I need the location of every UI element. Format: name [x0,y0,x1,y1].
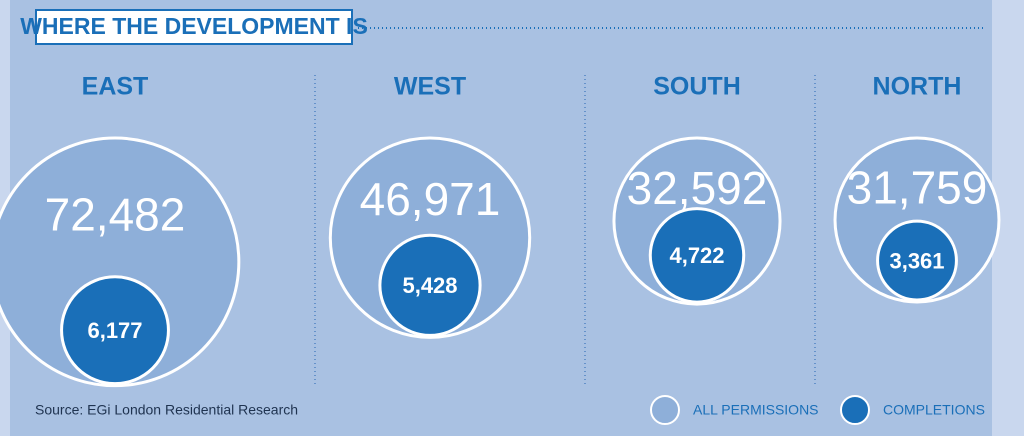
permissions-label: 32,592 [627,162,768,214]
permissions-label: 46,971 [360,173,501,225]
region-heading: SOUTH [653,73,741,101]
legend-label: ALL PERMISSIONS [693,402,819,418]
legend-label: COMPLETIONS [883,402,985,418]
completions-circle [876,219,958,302]
completions-circle [378,233,482,337]
chart-title: WHERE THE DEVELOPMENT IS [20,13,368,39]
source: Source: EGi London Residential Research [35,402,298,418]
region-heading: WEST [394,73,466,101]
title-box [35,9,353,45]
permissions-label: 31,759 [847,161,988,213]
completions-circle [648,207,746,304]
region-heading: EAST [82,73,149,101]
completions-label: 6,177 [87,318,142,343]
completions-label: 3,361 [889,248,944,273]
legend-swatch [840,395,870,425]
completions-circle [60,275,170,386]
region-heading: NORTH [873,73,962,101]
completions-label: 4,722 [669,243,724,268]
permissions-circle [0,136,241,388]
legend-swatch [650,395,680,425]
permissions-label: 72,482 [45,189,186,241]
completions-label: 5,428 [402,273,457,298]
